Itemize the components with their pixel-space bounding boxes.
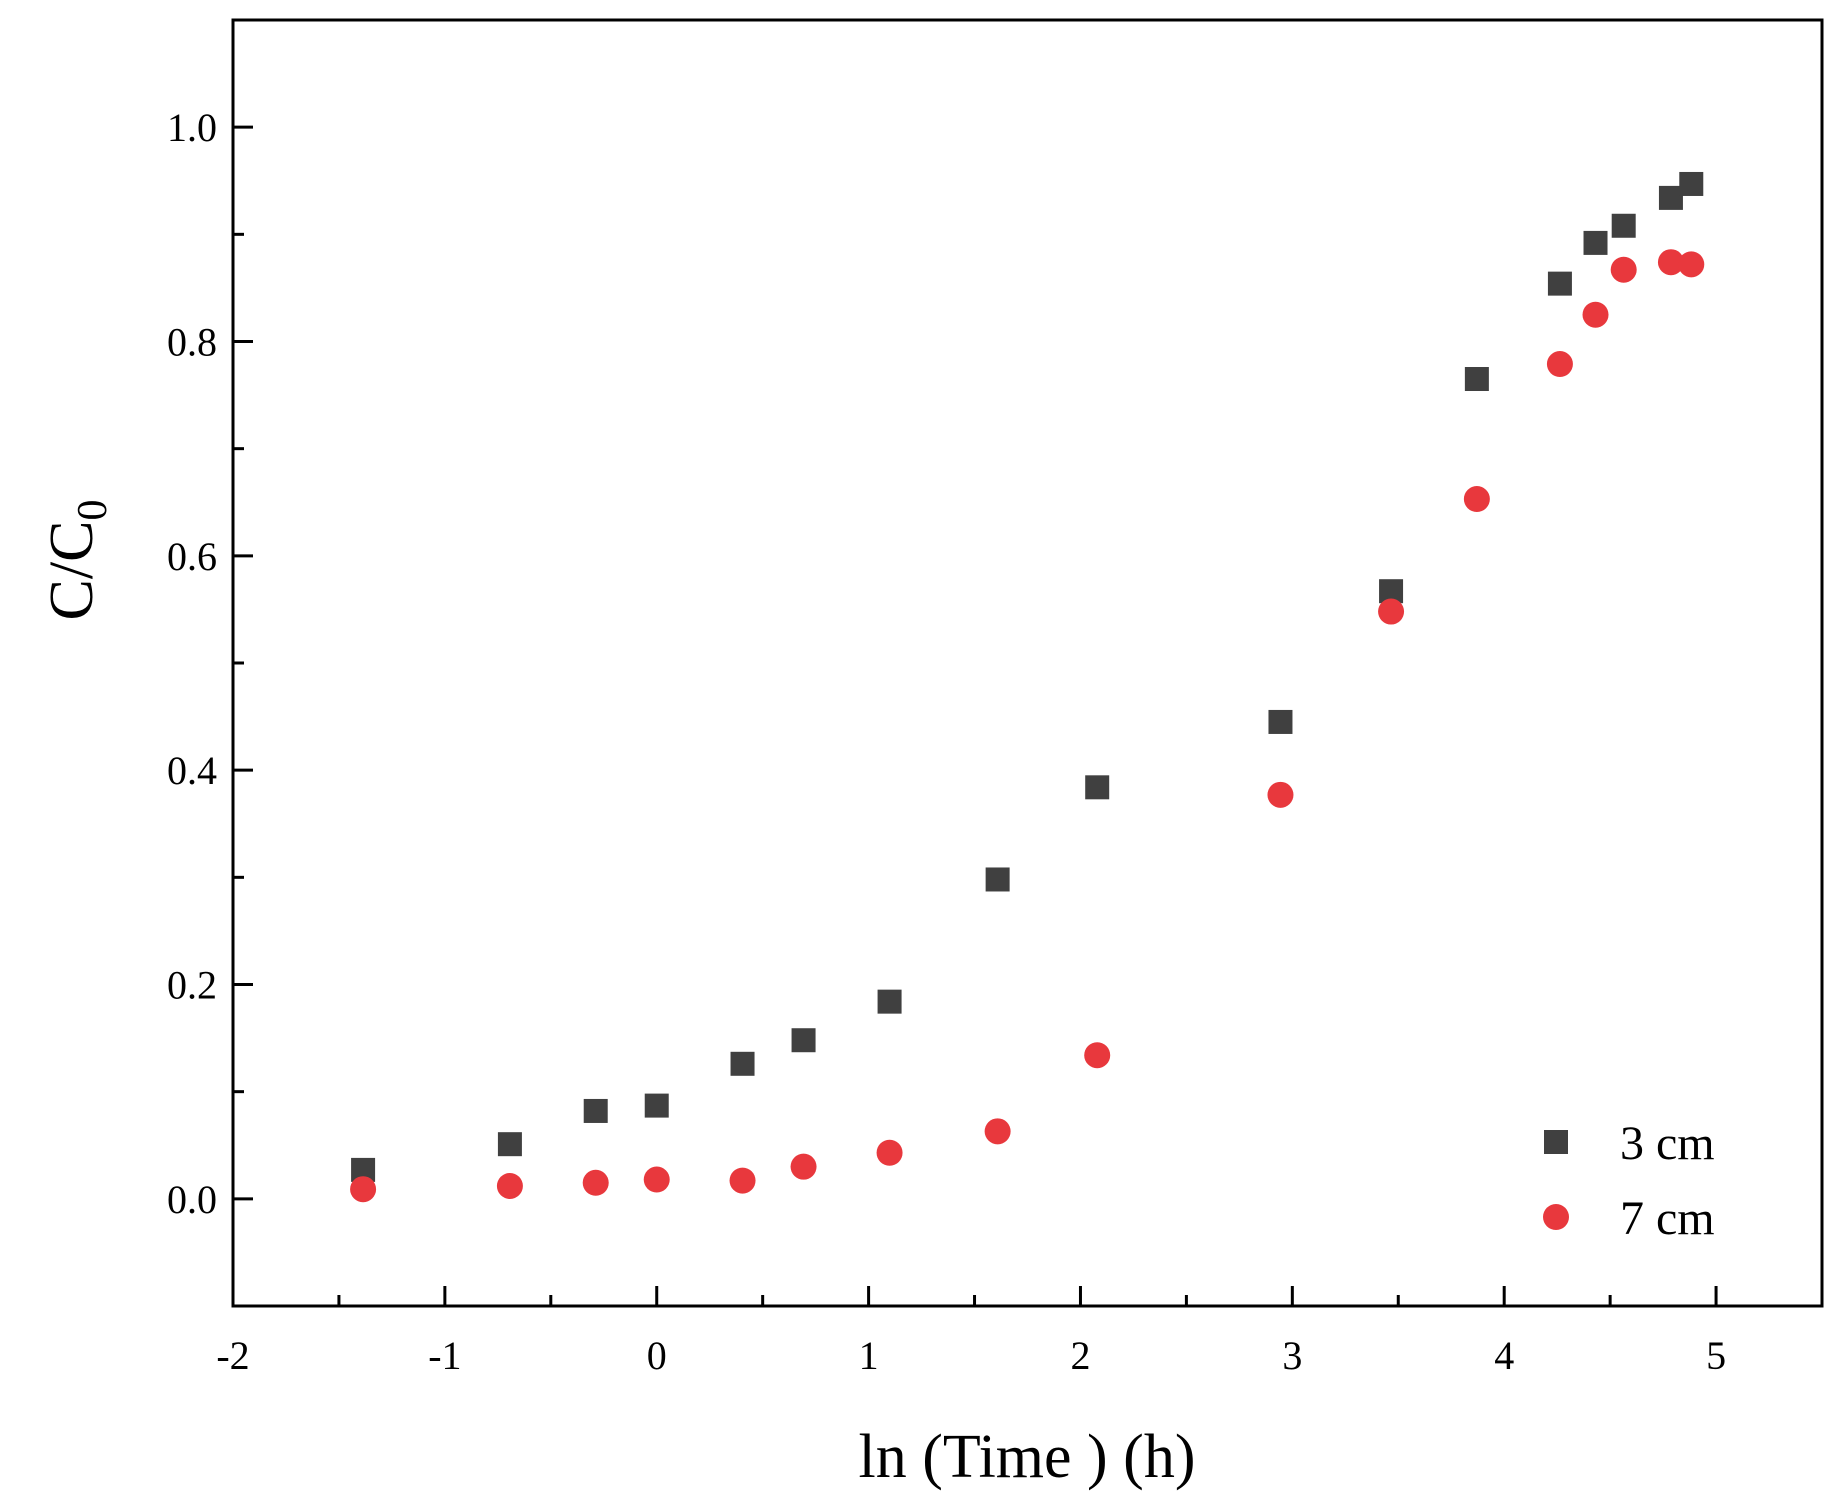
y-tick-label: 0.6 [167, 534, 217, 579]
legend-label-7-cm: 7 cm [1620, 1192, 1715, 1245]
point-7-cm [1378, 598, 1405, 625]
point-3-cm [1658, 185, 1683, 210]
x-tick-label: -1 [428, 1333, 461, 1378]
x-tick-label: 5 [1706, 1333, 1726, 1378]
x-tick-label: -2 [216, 1333, 249, 1378]
y-axis: 0.0 0.2 0.4 0.6 0.8 1.0 [167, 18, 253, 1308]
point-3-cm [877, 989, 902, 1014]
point-3-cm [985, 867, 1010, 892]
point-3-cm [1547, 271, 1572, 296]
plot-frame [231, 18, 1824, 1308]
point-7-cm [1678, 251, 1705, 278]
point-7-cm [350, 1176, 377, 1203]
point-7-cm [582, 1169, 609, 1196]
legend-marker-7-cm [1543, 1204, 1569, 1230]
y-tick-label: 0.4 [167, 748, 217, 793]
point-7-cm [984, 1118, 1011, 1145]
y-axis-title-subscript: 0 [70, 500, 116, 521]
point-7-cm [1084, 1042, 1111, 1069]
y-axis-title: C/C0 [38, 500, 116, 621]
x-tick-label: 3 [1282, 1333, 1302, 1378]
point-7-cm [496, 1172, 523, 1199]
point-7-cm [790, 1153, 817, 1180]
point-3-cm [1611, 213, 1636, 238]
point-7-cm [876, 1139, 903, 1166]
y-tick-label: 0.0 [167, 1177, 217, 1222]
x-axis-title: ln (Time ) (h) [859, 1423, 1196, 1491]
point-3-cm [1268, 709, 1293, 734]
point-3-cm [583, 1098, 608, 1123]
legend-marker-3-cm [1544, 1130, 1568, 1154]
point-3-cm [497, 1132, 522, 1157]
point-3-cm [1679, 171, 1704, 196]
point-3-cm [730, 1051, 755, 1076]
point-7-cm [729, 1167, 756, 1194]
point-3-cm [791, 1028, 816, 1053]
x-tick-label: 2 [1070, 1333, 1090, 1378]
y-tick-label: 0.2 [167, 963, 217, 1008]
x-tick-label: 0 [647, 1333, 667, 1378]
point-7-cm [1610, 256, 1637, 283]
x-axis: -2 -1 0 1 2 3 4 5 [216, 1286, 1726, 1378]
point-3-cm [1583, 230, 1608, 255]
point-7-cm [1463, 486, 1490, 513]
legend-label-3-cm: 3 cm [1620, 1117, 1715, 1170]
point-7-cm [1267, 781, 1294, 808]
x-tick-label: 4 [1494, 1333, 1514, 1378]
point-3-cm [644, 1093, 669, 1118]
point-3-cm [1464, 367, 1489, 392]
point-7-cm [1546, 351, 1573, 378]
x-tick-label: 1 [859, 1333, 879, 1378]
legend: 3 cm 7 cm [1543, 1117, 1715, 1245]
y-tick-label: 1.0 [167, 105, 217, 150]
data-points [350, 171, 1705, 1203]
point-3-cm [1085, 775, 1110, 800]
point-7-cm [1582, 301, 1609, 328]
point-7-cm [1657, 249, 1684, 276]
y-axis-title-base: C/C [38, 521, 106, 621]
y-tick-label: 0.8 [167, 320, 217, 365]
point-7-cm [643, 1166, 670, 1193]
